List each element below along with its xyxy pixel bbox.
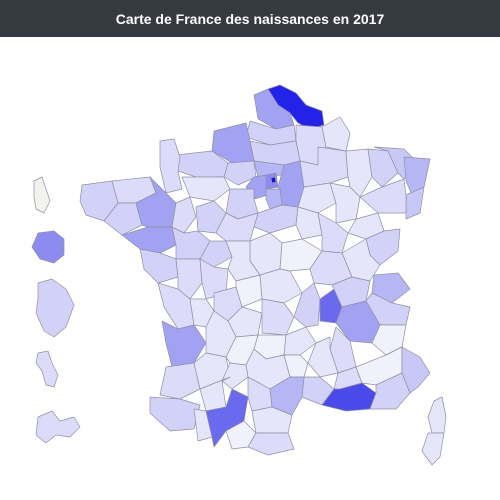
department-gironde[interactable] [161, 320, 207, 368]
department-lozere[interactable] [283, 354, 309, 378]
department-alpes-maritimes[interactable] [401, 346, 431, 394]
department-pas-de-calais[interactable] [253, 88, 295, 130]
department-loiret[interactable] [253, 204, 299, 234]
department-la-reunion[interactable] [31, 230, 65, 264]
department-vendee[interactable] [139, 248, 179, 284]
department-pyrenees-atlantiques[interactable] [149, 396, 201, 432]
department-haute-loire[interactable] [283, 326, 317, 356]
department-landes[interactable] [159, 362, 201, 400]
department-loire[interactable] [293, 282, 321, 328]
department-manche[interactable] [159, 138, 183, 194]
department-martinique[interactable] [35, 350, 59, 388]
department-guadeloupe[interactable] [35, 410, 81, 444]
overseas-territories [31, 176, 81, 444]
department-yonne[interactable] [295, 206, 323, 240]
department-loir-et-cher[interactable] [215, 212, 259, 242]
department-guyane[interactable] [35, 278, 75, 338]
mainland-france [79, 84, 447, 466]
department-ardennes[interactable] [321, 116, 351, 152]
department-corse-du-sud[interactable] [421, 432, 445, 466]
department-puy-de-dome[interactable] [261, 298, 295, 336]
map-area [0, 37, 500, 500]
page-title: Carte de France des naissances en 2017 [115, 10, 385, 27]
department-bas-rhin[interactable] [403, 156, 431, 196]
title-bar: Carte de France des naissances en 2017 [0, 0, 500, 37]
department-allier[interactable] [259, 268, 303, 304]
department-herault[interactable] [269, 376, 305, 416]
department-creuse[interactable] [235, 274, 263, 308]
department-meurthe-et-moselle[interactable] [367, 148, 399, 188]
department-hautes-alpes[interactable] [371, 324, 407, 356]
department-haute-savoie[interactable] [371, 272, 411, 304]
department-pyrenees-orientales[interactable] [247, 432, 295, 456]
department-aude[interactable] [251, 406, 293, 434]
department-haut-rhin[interactable] [405, 186, 425, 220]
department-lot-et-garonne[interactable] [193, 352, 231, 390]
department-indre-et-loire[interactable] [199, 240, 233, 268]
department-bouches-du-rhone[interactable] [321, 382, 377, 412]
choropleth-map [31, 84, 447, 466]
department-paris[interactable] [270, 176, 277, 184]
department-mayenne[interactable] [171, 196, 197, 234]
department-mayotte[interactable] [33, 176, 51, 214]
department-orne[interactable] [181, 176, 231, 202]
department-haute-corse[interactable] [427, 396, 447, 434]
department-tarn-et-garonne[interactable] [221, 362, 249, 390]
department-aube[interactable] [297, 182, 337, 214]
